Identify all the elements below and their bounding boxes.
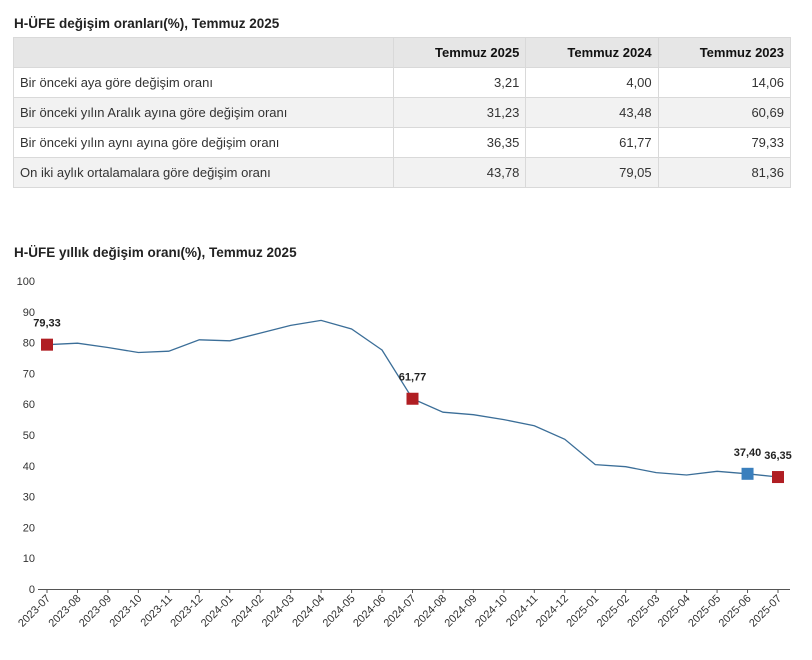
cell-value: 43,48 <box>525 97 659 128</box>
table-row: Bir önceki aya göre değişim oranı 3,21 4… <box>13 67 792 98</box>
header-cell-2025: Temmuz 2025 <box>392 37 527 68</box>
y-tick-label: 90 <box>23 307 35 319</box>
row-label: On iki aylık ortalamalara göre değişim o… <box>13 157 394 188</box>
x-tick-label: 2024-02 <box>229 593 266 630</box>
x-tick-label: 2024-10 <box>473 593 510 630</box>
x-tick-label: 2023-09 <box>77 593 114 630</box>
table-row: On iki aylık ortalamalara göre değişim o… <box>13 157 792 188</box>
x-tick-label: 2025-02 <box>595 593 632 630</box>
y-axis: 0 10 20 30 40 50 60 70 80 90 100 <box>17 276 35 596</box>
y-tick-label: 80 <box>23 338 35 350</box>
data-label: 36,35 <box>764 450 792 462</box>
cell-value: 14,06 <box>657 67 792 98</box>
x-tick-label: 2024-04 <box>290 593 327 630</box>
x-tick-label: 2024-06 <box>351 593 388 630</box>
x-tick-label: 2025-03 <box>625 593 662 630</box>
data-label: 61,77 <box>399 372 427 384</box>
x-tick-label: 2025-05 <box>686 593 723 630</box>
y-tick-label: 30 <box>23 492 35 504</box>
data-point-marker <box>41 338 53 351</box>
y-tick-label: 50 <box>23 430 35 442</box>
row-label: Bir önceki aya göre değişim oranı <box>13 67 394 98</box>
x-tick-label: 2024-05 <box>321 593 358 630</box>
y-tick-label: 70 <box>23 368 35 380</box>
x-tick-label: 2024-07 <box>382 593 419 630</box>
x-tick-label: 2023-07 <box>16 593 53 630</box>
y-tick-label: 40 <box>23 461 35 473</box>
header-cell-label <box>13 37 394 68</box>
x-tick-label: 2023-10 <box>107 593 144 630</box>
cell-value: 79,33 <box>657 127 792 158</box>
cell-value: 81,36 <box>657 157 792 188</box>
chart-title: H-ÜFE yıllık değişim oranı(%), Temmuz 20… <box>14 245 297 260</box>
cell-value: 79,05 <box>525 157 659 188</box>
x-tick-label: 2024-09 <box>443 593 480 630</box>
x-tick-label: 2025-01 <box>564 593 601 630</box>
table-header-row: Temmuz 2025 Temmuz 2024 Temmuz 2023 <box>13 37 792 68</box>
x-tick-label: 2025-07 <box>747 593 784 630</box>
x-tick-label: 2023-08 <box>47 593 84 630</box>
x-tick-label: 2025-04 <box>656 593 693 630</box>
row-label: Bir önceki yılın aynı ayına göre değişim… <box>13 127 394 158</box>
table-title: H-ÜFE değişim oranları(%), Temmuz 2025 <box>14 16 280 31</box>
data-label: 37,40 <box>734 447 762 459</box>
cell-value: 61,77 <box>525 127 659 158</box>
data-point-marker <box>406 392 419 405</box>
x-tick-label: 2024-08 <box>412 593 449 630</box>
header-cell-2023: Temmuz 2023 <box>657 37 792 68</box>
data-point-marker <box>772 471 784 484</box>
x-tick-label: 2024-01 <box>199 593 236 630</box>
cell-value: 31,23 <box>392 97 527 128</box>
x-tick-label: 2023-12 <box>168 593 205 630</box>
y-tick-label: 10 <box>23 553 35 565</box>
y-tick-label: 60 <box>23 399 35 411</box>
x-tick-label: 2024-03 <box>260 593 297 630</box>
x-axis: 2023-072023-082023-092023-102023-112023-… <box>16 589 790 630</box>
x-tick-label: 2025-06 <box>717 593 754 630</box>
y-tick-label: 0 <box>29 584 35 596</box>
change-rates-table: Temmuz 2025 Temmuz 2024 Temmuz 2023 Bir … <box>13 37 792 188</box>
y-tick-label: 20 <box>23 522 35 534</box>
cell-value: 60,69 <box>657 97 792 128</box>
data-point-marker <box>741 467 754 480</box>
highlight-markers: 79,33 61,77 37,40 36,35 <box>33 318 792 484</box>
table-row: Bir önceki yılın aynı ayına göre değişim… <box>13 127 792 158</box>
y-tick-label: 100 <box>17 276 35 288</box>
cell-value: 4,00 <box>525 67 659 98</box>
cell-value: 36,35 <box>392 127 527 158</box>
data-label: 79,33 <box>33 318 61 330</box>
row-label: Bir önceki yılın Aralık ayına göre değiş… <box>13 97 394 128</box>
cell-value: 3,21 <box>392 67 527 98</box>
header-cell-2024: Temmuz 2024 <box>525 37 659 68</box>
x-tick-label: 2024-12 <box>534 593 571 630</box>
table-row: Bir önceki yılın Aralık ayına göre değiş… <box>13 97 792 128</box>
cell-value: 43,78 <box>392 157 527 188</box>
